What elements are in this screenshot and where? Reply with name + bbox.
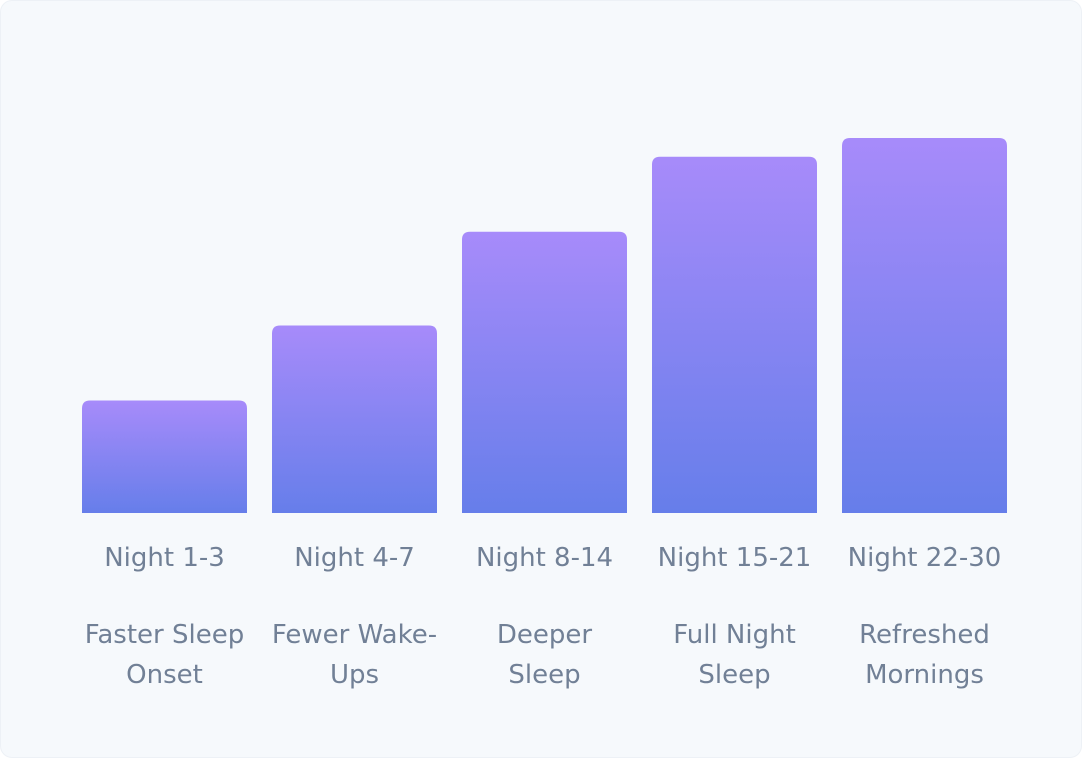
bar: [82, 400, 247, 513]
x-tick-label: Night 8-14: [475, 543, 614, 573]
x-tick-label: Night 4-7: [294, 543, 415, 573]
bar-description: Fewer Wake-Ups: [271, 620, 438, 690]
bar: [462, 231, 627, 513]
x-tick-label: Night 1-3: [104, 543, 225, 573]
bar: [842, 138, 1007, 513]
bar-description: Refreshed Mornings: [859, 620, 990, 690]
x-tick-label: Night 22-30: [847, 543, 1002, 573]
bar-description: Deeper Sleep: [496, 620, 593, 690]
bar-description: Full Night Sleep: [673, 620, 796, 690]
bar-description: Faster Sleep Onset: [84, 620, 245, 690]
x-tick-label: Night 15-21: [657, 543, 812, 573]
bar: [272, 325, 437, 513]
bar: [652, 156, 817, 513]
